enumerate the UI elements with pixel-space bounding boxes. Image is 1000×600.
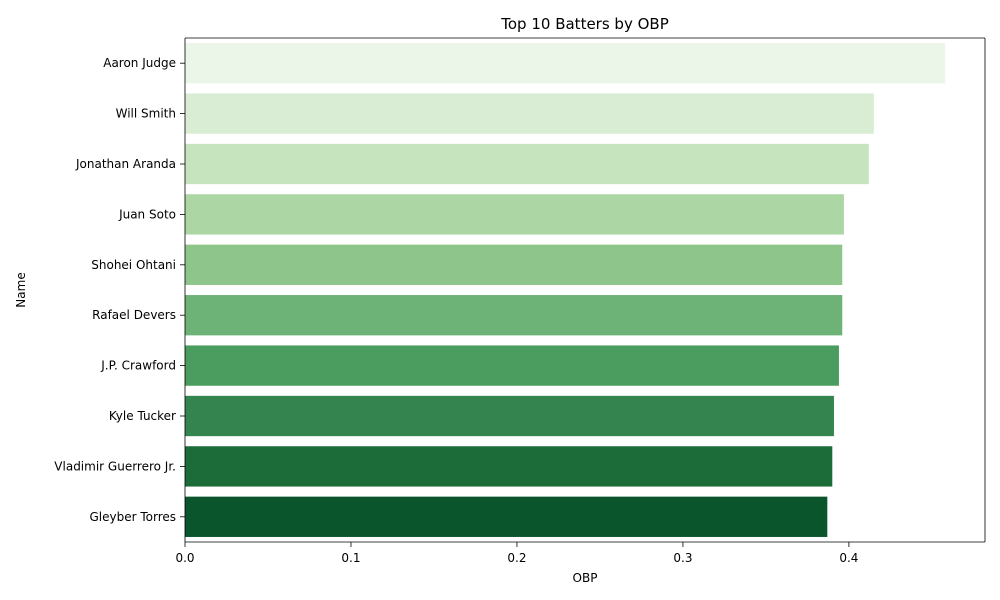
y-tick-label: Kyle Tucker xyxy=(109,409,176,423)
chart-title: Top 10 Batters by OBP xyxy=(500,15,668,33)
y-tick-label: Vladimir Guerrero Jr. xyxy=(54,459,176,473)
y-tick-label: Juan Soto xyxy=(118,207,176,221)
bar-shohei-ohtani xyxy=(185,244,843,285)
y-tick-label: Gleyber Torres xyxy=(89,510,176,524)
bar-j-p-crawford xyxy=(185,345,839,386)
bar-gleyber-torres xyxy=(185,496,828,537)
y-tick-label: Rafael Devers xyxy=(92,308,176,322)
bar-jonathan-aranda xyxy=(185,143,869,185)
y-tick-label: Aaron Judge xyxy=(103,56,176,70)
bar-juan-soto xyxy=(185,194,844,235)
bar-vladimir-guerrero-jr xyxy=(185,446,833,487)
axes-frame xyxy=(184,37,986,543)
x-tick-label: 0.4 xyxy=(839,551,858,565)
bars-group xyxy=(185,43,946,537)
x-tick-label: 0.3 xyxy=(673,551,692,565)
x-tick-label: 0.2 xyxy=(507,551,526,565)
y-axis-ticks: Aaron Judge Will Smith Jonathan Aranda Juan… xyxy=(54,56,185,524)
y-tick-label: J.P. Crawford xyxy=(100,359,176,373)
y-tick-label: Shohei Ohtani xyxy=(91,258,176,272)
x-axis-title: OBP xyxy=(573,571,598,585)
x-tick-label: 0.1 xyxy=(341,551,360,565)
bar-will-smith xyxy=(185,93,874,134)
x-tick-label: 0.0 xyxy=(175,551,194,565)
x-axis-ticks: 0.0 0.1 0.2 0.3 0.4 xyxy=(175,542,858,565)
y-tick-label: Jonathan Aranda xyxy=(75,157,176,171)
y-axis-title: Name xyxy=(14,272,28,307)
bar-aaron-judge xyxy=(185,43,946,84)
bar-rafael-devers xyxy=(185,295,843,336)
y-tick-label: Will Smith xyxy=(116,107,176,121)
bar-kyle-tucker xyxy=(185,395,834,437)
